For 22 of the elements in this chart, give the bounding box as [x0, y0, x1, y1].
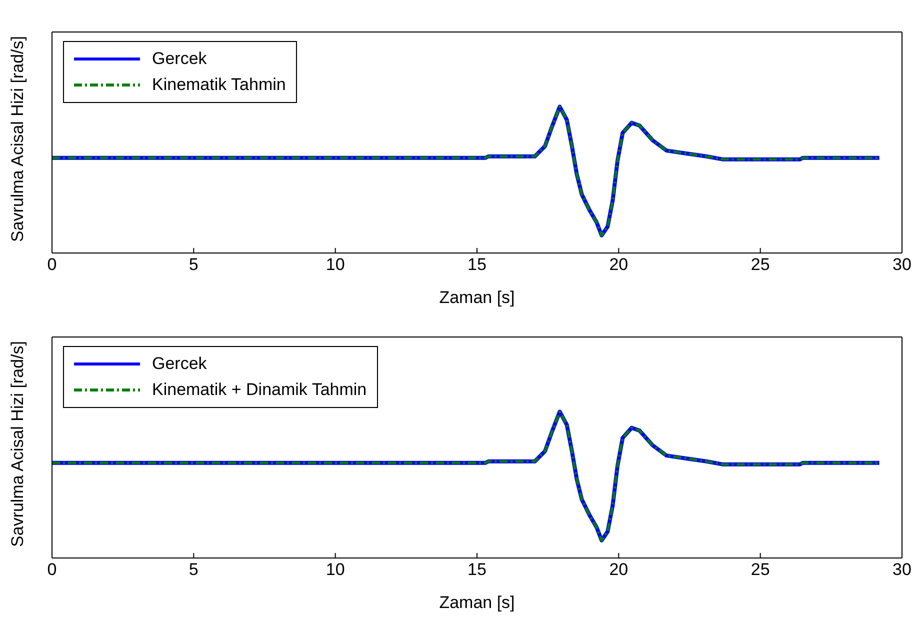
- y-axis-title: Savrulma Acisal Hizi [rad/s]: [8, 341, 28, 547]
- x-tick-label: 30: [892, 560, 912, 580]
- legend-label: Gercek: [152, 49, 207, 69]
- y-axis-title: Savrulma Acisal Hizi [rad/s]: [8, 36, 28, 242]
- x-tick-label: 30: [892, 255, 912, 274]
- legend-label: Gercek: [152, 354, 207, 374]
- x-tick-label: 5: [188, 255, 198, 274]
- x-tick-label: 0: [47, 560, 57, 580]
- legend-label: Kinematik Tahmin: [152, 75, 286, 95]
- x-tick-label: 10: [326, 560, 345, 580]
- x-tick-label: 0: [47, 255, 57, 274]
- x-tick-label: 15: [468, 255, 486, 274]
- x-tick-label: 20: [609, 560, 628, 580]
- legend-label: Kinematik + Dinamik Tahmin: [152, 380, 367, 400]
- x-tick-label: 25: [750, 255, 770, 274]
- x-tick-label: 10: [326, 255, 345, 274]
- x-tick-label: 5: [188, 560, 198, 580]
- x-tick-label: 25: [750, 560, 770, 580]
- x-axis-title: Zaman [s]: [439, 288, 515, 307]
- x-tick-label: 15: [468, 560, 486, 580]
- x-axis-title: Zaman [s]: [439, 593, 515, 612]
- x-tick-label: 20: [609, 255, 628, 274]
